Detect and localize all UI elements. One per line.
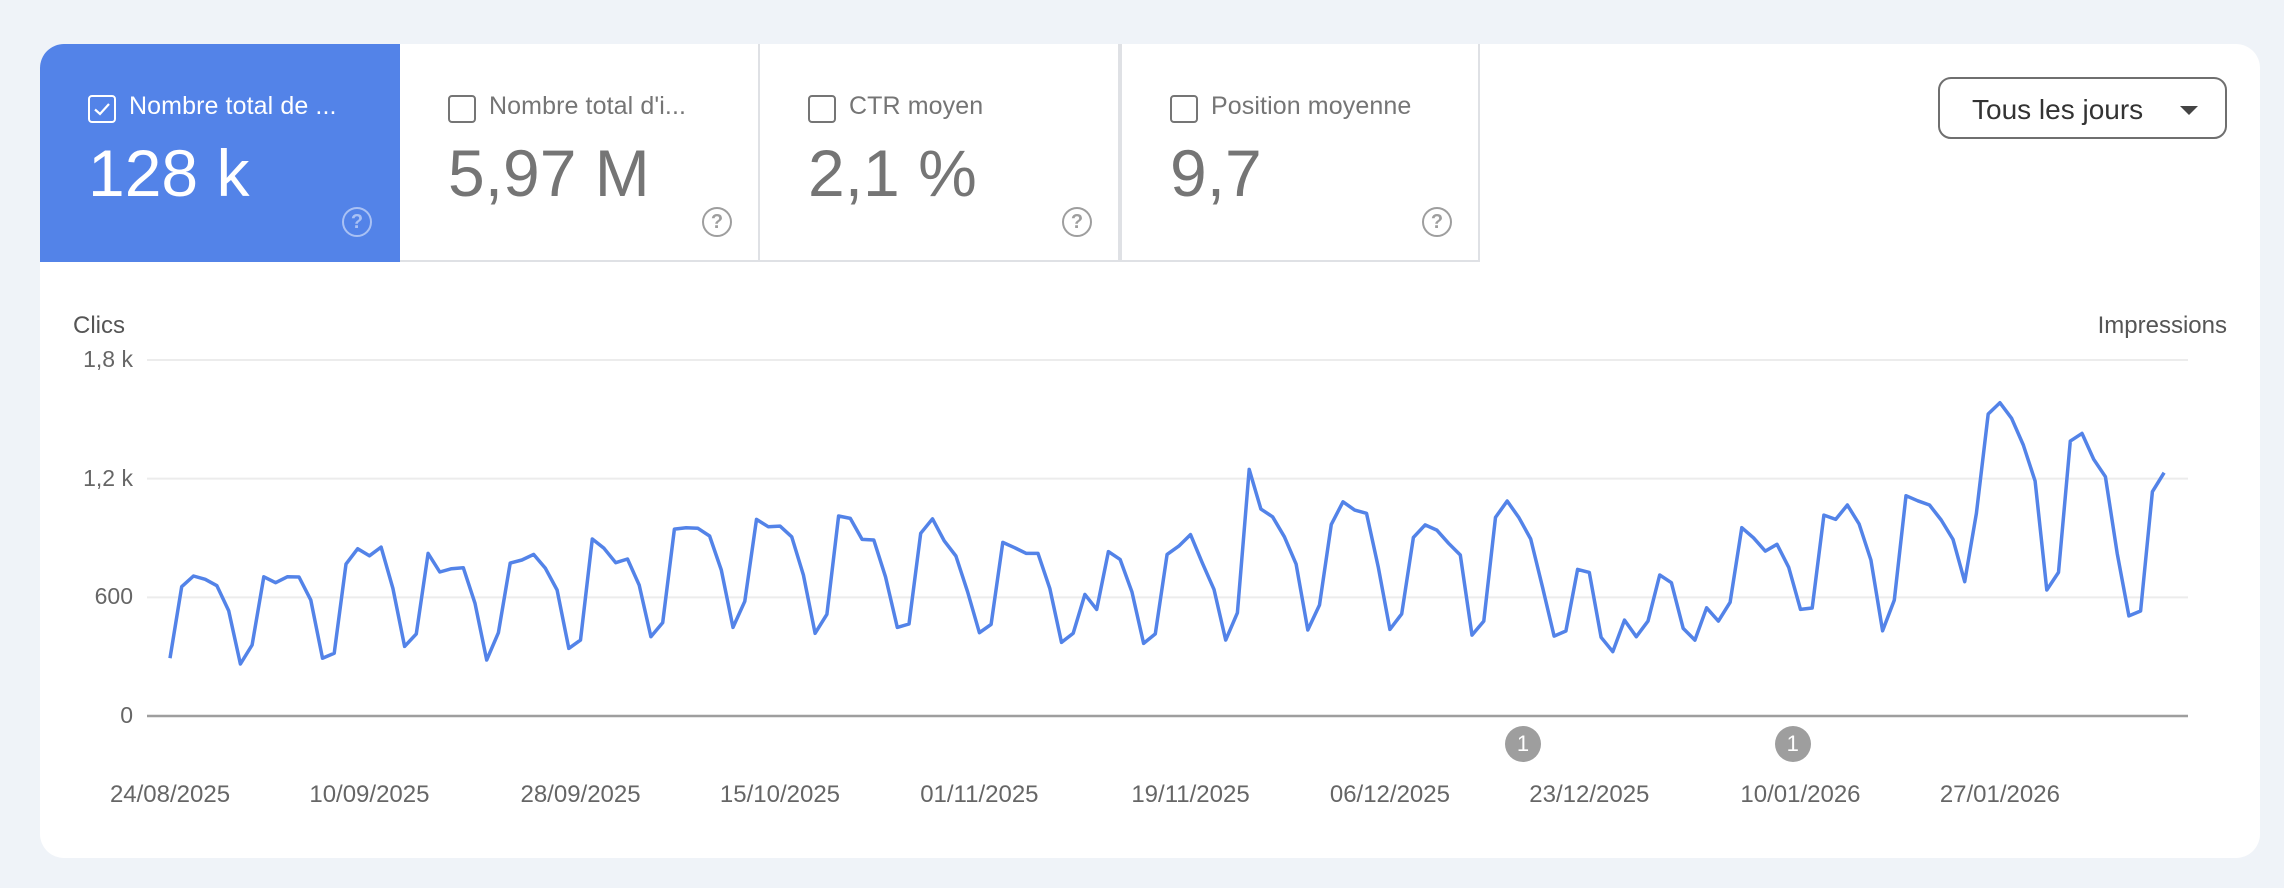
y-tick-label: 1,2 k: [83, 464, 133, 491]
metric-value: 9,7: [1170, 136, 1262, 210]
x-tick-label: 06/12/2025: [1329, 781, 1450, 808]
metric-value: 2,1 %: [808, 136, 977, 210]
x-tick-label: 27/01/2026: [1939, 781, 2060, 808]
metric-label: Position moyenne: [1211, 92, 1412, 120]
checkbox-unchecked-icon[interactable]: [448, 95, 476, 123]
y-tick-label: 0: [120, 702, 133, 728]
metric-card-position[interactable]: Position moyenne 9,7 ?: [1120, 44, 1480, 262]
checkbox-checked-icon[interactable]: [88, 95, 116, 123]
metric-label: Nombre total de ...: [129, 92, 337, 120]
y-tick-label: 1,8 k: [83, 346, 133, 372]
x-tick-label: 10/09/2025: [309, 781, 430, 808]
performance-panel: Nombre total de ... 128 k ? Nombre total…: [40, 44, 2260, 858]
clicks-series-line[interactable]: [168, 400, 2166, 666]
help-icon[interactable]: ?: [342, 207, 372, 237]
x-tick-label: 01/11/2025: [920, 781, 1039, 808]
date-granularity-dropdown[interactable]: Tous les jours: [1938, 77, 2227, 139]
checkbox-unchecked-icon[interactable]: [1170, 95, 1198, 123]
metric-label: Nombre total d'i...: [489, 92, 687, 120]
x-tick-label: 19/11/2025: [1131, 781, 1250, 808]
metric-card-clicks[interactable]: Nombre total de ... 128 k ?: [40, 44, 400, 262]
x-tick-label: 15/10/2025: [719, 781, 841, 808]
metric-card-ctr[interactable]: CTR moyen 2,1 % ?: [760, 44, 1120, 262]
chevron-down-icon: [2180, 106, 2198, 115]
checkbox-unchecked-icon[interactable]: [808, 95, 836, 123]
x-tick-label: 10/01/2026: [1740, 781, 1861, 808]
annotation-marker[interactable]: 1: [1774, 726, 1811, 762]
metric-value: 128 k: [88, 136, 250, 210]
dropdown-value: Tous les jours: [1972, 94, 2144, 125]
y-axis-right-title: Impressions: [2097, 312, 2227, 339]
line-chart[interactable]: [40, 44, 2260, 858]
annotation-marker[interactable]: 1: [1504, 726, 1541, 762]
x-tick-label: 23/12/2025: [1529, 781, 1650, 808]
x-tick-label: 28/09/2025: [520, 781, 641, 808]
metric-card-impressions[interactable]: Nombre total d'i... 5,97 M ?: [400, 44, 760, 262]
metric-value: 5,97 M: [448, 136, 650, 210]
x-tick-label: 24/08/2025: [109, 781, 231, 808]
y-axis-left-title: Clics: [73, 312, 125, 339]
help-icon[interactable]: ?: [1422, 207, 1452, 237]
help-icon[interactable]: ?: [702, 207, 732, 237]
help-icon[interactable]: ?: [1062, 207, 1092, 237]
y-tick-label: 600: [94, 583, 133, 610]
metric-label: CTR moyen: [849, 92, 984, 120]
